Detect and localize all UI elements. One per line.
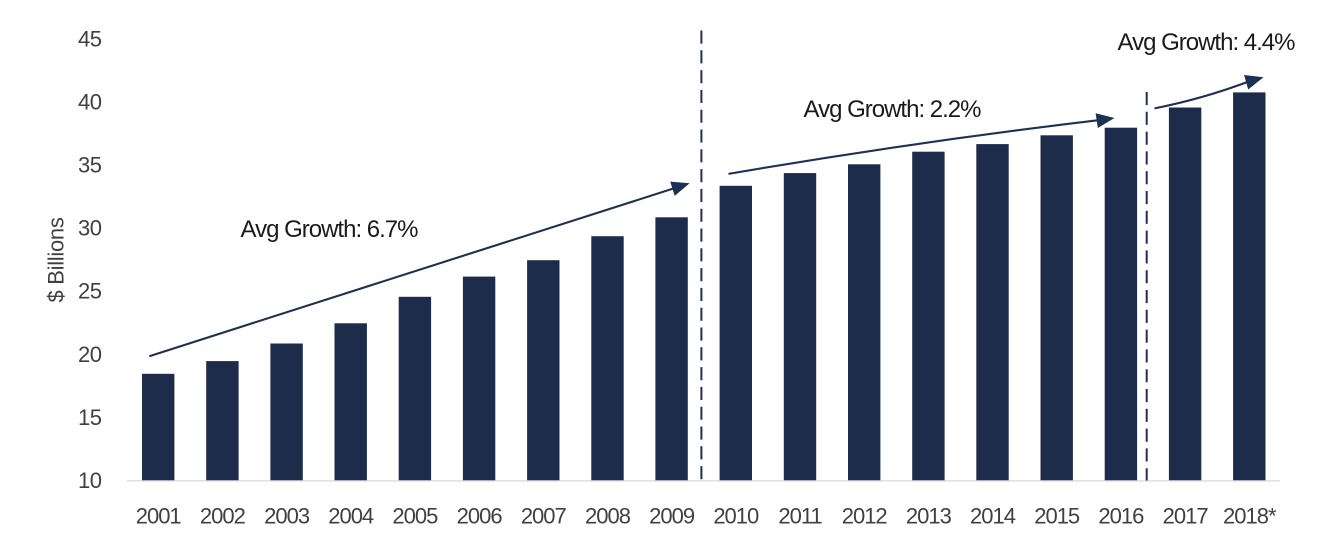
y-tick-label-40: 40 [78, 90, 102, 115]
bar-2015 [1040, 135, 1073, 482]
growth-arrow-head-2 [1095, 113, 1115, 128]
growth-arrow-line-3 [1154, 80, 1250, 110]
x-tick-label-2017: 2017 [1163, 504, 1209, 529]
bar-2001 [142, 373, 175, 482]
bar-2007 [527, 260, 560, 482]
bar-2012 [848, 164, 881, 482]
bars-layer [142, 92, 1266, 482]
bar-2003 [270, 343, 303, 482]
x-tick-label-2006: 2006 [457, 504, 503, 529]
bar-2014 [976, 144, 1009, 482]
bar-2005 [398, 296, 432, 482]
y-tick-label-15: 15 [78, 405, 102, 430]
bar-2002 [206, 361, 239, 482]
x-tick-label-2010: 2010 [713, 504, 759, 529]
x-tick-label-2016: 2016 [1098, 504, 1144, 529]
y-tick-label-30: 30 [78, 216, 102, 241]
x-tick-label-2008: 2008 [585, 504, 631, 529]
x-tick-label-2002: 2002 [200, 504, 246, 529]
annotations-layer: Avg Growth: 6.7% Avg Growth: 2.2% Avg Gr… [148, 29, 1296, 358]
x-tick-label-2009: 2009 [649, 504, 695, 529]
growth-arrow-line-2 [728, 119, 1100, 175]
bar-2004 [334, 323, 367, 482]
y-tick-label-10: 10 [78, 468, 102, 493]
x-tick-label-2011: 2011 [778, 504, 822, 529]
bar-2013 [912, 151, 945, 482]
bar-2009 [655, 217, 688, 482]
growth-arrow-head-1 [670, 181, 690, 196]
bar-2010 [719, 185, 752, 482]
x-tick-label-2004: 2004 [328, 504, 374, 529]
avg-growth-label-1: Avg Growth: 6.7% [241, 216, 419, 243]
growth-arrow-line-1 [148, 186, 676, 358]
y-tick-label-25: 25 [78, 279, 102, 304]
bar-2006 [462, 276, 496, 482]
x-tick-label-2018*: 2018* [1223, 504, 1277, 529]
y-tick-label-45: 45 [78, 26, 102, 51]
y-tick-label-20: 20 [78, 342, 102, 367]
axis-layer: 10 15 20 25 30 35 40 45 2001 2002 2003 2004 2005 2006… [78, 26, 1280, 529]
bar-2016 [1104, 127, 1138, 482]
bar-2018* [1233, 92, 1266, 482]
y-axis-title: $ Billions [44, 217, 69, 302]
x-tick-label-2013: 2013 [906, 504, 952, 529]
x-tick-label-2003: 2003 [264, 504, 310, 529]
x-tick-label-2012: 2012 [842, 504, 888, 529]
x-tick-label-2001: 2001 [136, 504, 182, 529]
x-tick-label-2014: 2014 [970, 504, 1016, 529]
x-tick-label-2007: 2007 [521, 504, 567, 529]
x-tick-label-2005: 2005 [392, 504, 438, 529]
avg-growth-label-3: Avg Growth: 4.4% [1118, 29, 1296, 56]
bar-2011 [783, 173, 817, 482]
growth-arrow-head-3 [1244, 75, 1264, 90]
avg-growth-label-2: Avg Growth: 2.2% [804, 96, 982, 123]
x-tick-label-2015: 2015 [1034, 504, 1080, 529]
bar-2017 [1168, 107, 1202, 482]
bar-2008 [591, 236, 624, 482]
y-tick-label-35: 35 [78, 153, 102, 178]
separators-layer [700, 30, 1148, 481]
